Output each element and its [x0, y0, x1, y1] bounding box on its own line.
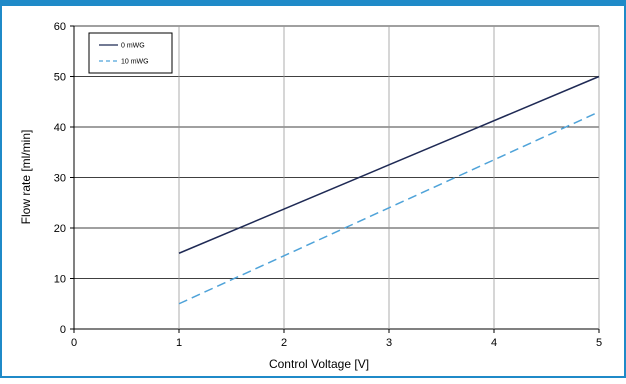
x-tick-label: 1 [176, 337, 182, 349]
y-tick-label: 50 [54, 72, 66, 84]
series-line-0-mwg [178, 75, 600, 254]
y-axis-title: Flow rate [ml/min] [19, 130, 33, 225]
y-tick-label: 10 [54, 274, 66, 286]
legend: 0 mWG 10 mWG [88, 32, 173, 74]
axes [70, 25, 600, 333]
series-lines [178, 75, 600, 305]
legend-box [88, 32, 173, 74]
x-tick-label: 2 [281, 337, 287, 349]
y-tick-label: 40 [54, 122, 66, 134]
x-axis-title: Control Voltage [V] [269, 357, 369, 371]
y-tick-label: 20 [54, 223, 66, 235]
chart: 0 10 20 30 40 50 60 0 1 2 3 4 5 0 mWG 10 mWG Control… [19, 21, 602, 371]
x-tick-label: 3 [386, 337, 392, 349]
legend-label-0-mwg: 0 mWG [121, 43, 145, 50]
y-tick-label: 30 [54, 173, 66, 185]
grid-lines [74, 25, 600, 330]
series-line-10-mwg [178, 111, 600, 305]
x-tick-label: 0 [71, 337, 77, 349]
tick-labels: 0 10 20 30 40 50 60 0 1 2 3 4 5 [54, 21, 602, 349]
x-tick-label: 5 [596, 337, 602, 349]
y-tick-label: 0 [60, 324, 66, 336]
x-tick-label: 4 [491, 337, 497, 349]
legend-label-10-mwg: 10 mWG [121, 59, 149, 66]
y-tick-label: 60 [54, 21, 66, 33]
